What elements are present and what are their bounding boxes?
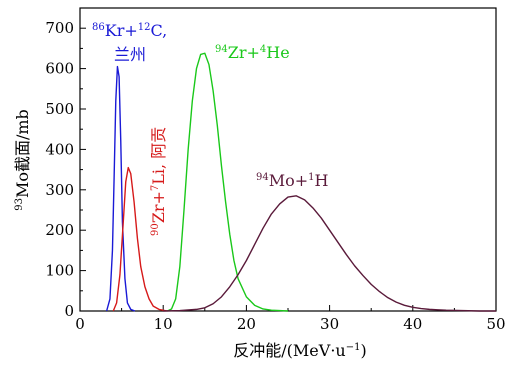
series-label-kr-c: 86Kr+12C, [92, 21, 167, 40]
x-tick-label: 40 [403, 315, 422, 333]
series-line-0 [105, 65, 136, 312]
y-tick-label: 400 [45, 140, 74, 158]
x-tick-label: 30 [320, 315, 339, 333]
y-tick-label: 500 [45, 100, 74, 118]
series-label-mo-h: 94Mo+1H [256, 171, 329, 190]
y-axis-title: 93Mo截面/mb [13, 109, 32, 211]
y-tick-label: 0 [64, 302, 74, 320]
series-line-3 [163, 195, 496, 312]
series-curves [105, 52, 496, 312]
series-label-kr-c-place: 兰州 [114, 45, 146, 64]
series-line-1 [112, 166, 168, 312]
series-label-zr-he: 94Zr+4He [215, 43, 290, 62]
y-tick-label: 700 [45, 19, 74, 37]
x-tick-label: 20 [237, 315, 256, 333]
x-tick-label: 50 [486, 315, 505, 333]
series-line-2 [167, 52, 289, 312]
series-label-zr-li: 90Zr+7Li, 阿贡 [149, 127, 168, 236]
x-tick-label: 0 [75, 315, 85, 333]
y-tick-label: 300 [45, 181, 74, 199]
y-tick-label: 100 [45, 262, 74, 280]
y-tick-label: 200 [45, 221, 74, 239]
x-tick-label: 10 [154, 315, 173, 333]
y-tick-label: 600 [45, 60, 74, 78]
x-axis-title: 反冲能/(MeV·u−1) [233, 341, 366, 360]
